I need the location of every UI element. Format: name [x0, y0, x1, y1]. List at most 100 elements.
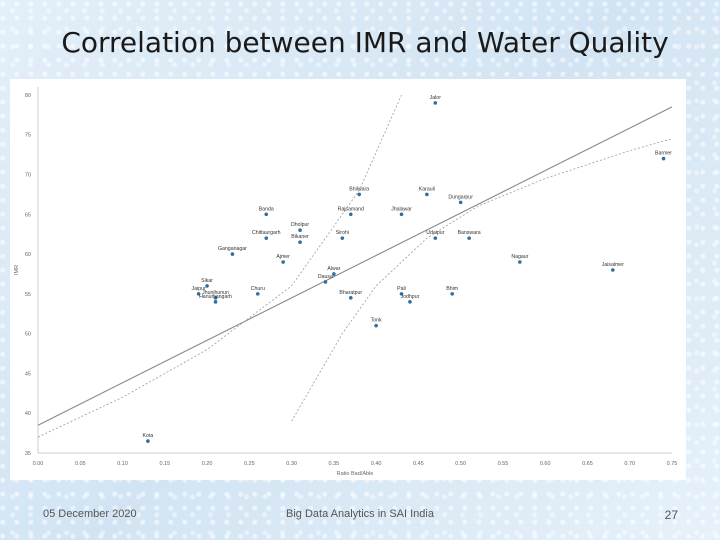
- data-point[interactable]: [348, 296, 353, 300]
- point-label: Banswara: [458, 230, 481, 236]
- point-label: Bhilwara: [349, 186, 369, 192]
- data-point[interactable]: [518, 260, 522, 264]
- scatter-chart: 0.00 0.05 0.10 0.15 0.20 0.25 0.30 0.35 0.40 0.45…: [14, 87, 677, 477]
- data-point[interactable]: [264, 212, 269, 217]
- x-tick-label: 0.25: [244, 461, 255, 467]
- point-label: Churu: [251, 286, 265, 292]
- point-label: Bikaner: [291, 234, 309, 240]
- point-label: Sirohi: [336, 230, 349, 236]
- y-tick-label: 80: [25, 93, 31, 99]
- point-label: Dungarpur: [448, 194, 473, 200]
- data-point[interactable]: [205, 284, 209, 288]
- y-tick-label: 45: [25, 371, 31, 377]
- point-label: Jhalawar: [391, 206, 412, 212]
- data-point[interactable]: [467, 236, 471, 240]
- point-label: Jaisalmer: [602, 262, 624, 268]
- data-point[interactable]: [196, 292, 201, 296]
- y-tick-label: 60: [25, 252, 31, 258]
- data-point[interactable]: [213, 300, 218, 304]
- data-point[interactable]: [408, 300, 412, 304]
- footer-center-text: Big Data Analytics in SAI India: [286, 508, 434, 520]
- slide-title: Correlation between IMR and Water Qualit…: [61, 26, 669, 59]
- data-point[interactable]: [146, 439, 150, 443]
- x-tick-label: 0.05: [75, 461, 86, 467]
- confidence-band-upper: [38, 94, 402, 438]
- y-tick-label: 55: [25, 292, 31, 298]
- point-label: Bharatpur: [339, 290, 362, 296]
- y-tick-label: 65: [25, 212, 31, 218]
- y-tick-label: 35: [25, 451, 31, 457]
- x-tick-label: 0.40: [371, 461, 382, 467]
- confidence-band-lower: [291, 138, 673, 422]
- data-point[interactable]: [450, 292, 455, 296]
- data-point[interactable]: [348, 212, 353, 217]
- point-label: Dausa: [318, 274, 333, 280]
- point-label: Jalor: [430, 95, 442, 101]
- chart-points: [146, 101, 666, 443]
- data-point[interactable]: [340, 236, 345, 240]
- x-tick-label: 0.60: [540, 461, 551, 467]
- y-tick-label: 40: [25, 411, 31, 417]
- data-point[interactable]: [661, 156, 666, 161]
- point-label: Ganganagar: [218, 246, 247, 252]
- data-point[interactable]: [332, 272, 336, 276]
- x-tick-label: 0.10: [117, 461, 128, 467]
- point-label: Udaipur: [426, 230, 444, 236]
- data-point[interactable]: [433, 101, 438, 105]
- x-tick-label: 0.65: [582, 461, 593, 467]
- data-point[interactable]: [323, 280, 328, 284]
- y-tick-label: 70: [25, 173, 31, 179]
- x-tick-label: 0.30: [286, 461, 297, 467]
- point-label: Sikar: [201, 278, 213, 284]
- data-point[interactable]: [458, 200, 463, 205]
- data-point[interactable]: [611, 268, 615, 272]
- data-point[interactable]: [264, 236, 269, 240]
- y-axis-label: IMR: [14, 265, 20, 275]
- point-label: Hanumangarh: [199, 294, 232, 300]
- point-label: Jodhpur: [401, 294, 420, 300]
- x-axis-label: Ratio Bad/Able: [337, 471, 374, 477]
- data-point[interactable]: [281, 260, 285, 264]
- data-point[interactable]: [230, 252, 235, 256]
- x-tick-label: 0.35: [329, 461, 340, 467]
- data-point[interactable]: [357, 192, 362, 197]
- chart-axes: 0.00 0.05 0.10 0.15 0.20 0.25 0.30 0.35 0.40 0.45…: [14, 87, 677, 477]
- x-tick-label: 0.55: [498, 461, 509, 467]
- point-label: Pali: [397, 286, 406, 292]
- point-label: Tonk: [371, 318, 382, 324]
- point-label: Banda: [259, 206, 274, 212]
- point-label: Jhunjhunun: [202, 290, 229, 296]
- x-tick-label: 0.50: [455, 461, 466, 467]
- data-point[interactable]: [433, 236, 438, 240]
- x-tick-label: 0.70: [624, 461, 635, 467]
- point-label: Karauli: [419, 186, 435, 192]
- data-point[interactable]: [213, 296, 218, 300]
- x-tick-label: 0.75: [667, 461, 678, 467]
- y-tick-label: 50: [25, 332, 31, 338]
- data-point[interactable]: [399, 292, 404, 296]
- chart-point-labels: Jalor Barmer Bhilwara Karauli Dungarpur Banda…: [143, 95, 673, 439]
- point-label: Ajmer: [276, 254, 290, 260]
- point-label: Dholpur: [291, 222, 309, 228]
- page-number: 27: [664, 508, 678, 522]
- point-label: Bhim: [446, 286, 458, 292]
- data-point[interactable]: [298, 228, 302, 233]
- data-point[interactable]: [298, 240, 302, 244]
- point-label: Kota: [143, 433, 154, 439]
- data-point[interactable]: [255, 292, 260, 296]
- x-tick-label: 0.20: [202, 461, 213, 467]
- point-label: Chittaurgarh: [252, 230, 281, 236]
- scatter-chart-panel: 0.00 0.05 0.10 0.15 0.20 0.25 0.30 0.35 0.40 0.45…: [10, 79, 686, 480]
- footer-date: 05 December 2020: [43, 508, 137, 520]
- point-label: Nagaur: [511, 254, 528, 260]
- point-label: Alwar: [327, 266, 340, 272]
- data-point[interactable]: [399, 212, 404, 217]
- data-point[interactable]: [374, 323, 378, 328]
- point-label: Barmer: [655, 151, 672, 157]
- y-tick-label: 75: [25, 133, 31, 139]
- point-label: Jaipur: [192, 286, 206, 292]
- x-tick-label: 0.45: [413, 461, 424, 467]
- x-tick-label: 0.15: [159, 461, 170, 467]
- data-point[interactable]: [425, 192, 429, 197]
- point-label: Rajsamand: [338, 206, 364, 212]
